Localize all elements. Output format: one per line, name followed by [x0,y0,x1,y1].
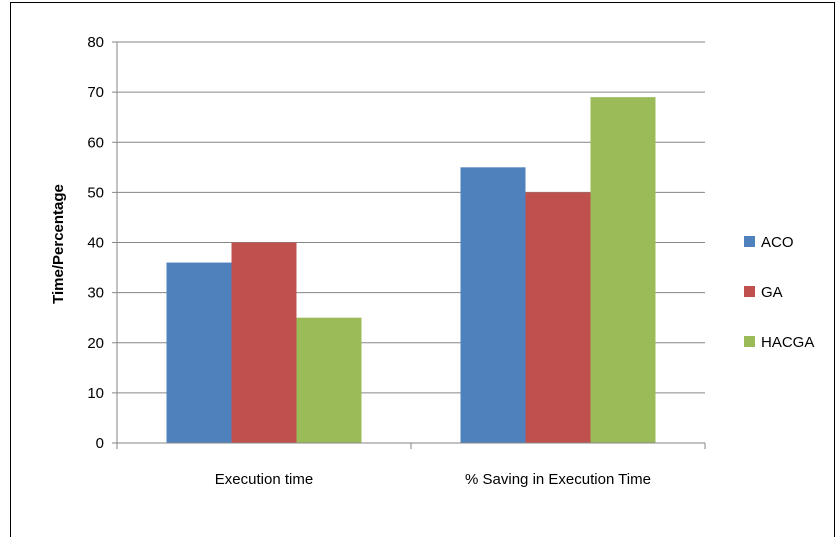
y-tick-label: 10 [87,385,104,402]
y-tick-label: 50 [87,184,104,201]
bar-ga-2 [525,192,591,443]
y-tick-labels: 0 10 20 30 40 50 60 70 80 [87,34,104,452]
x-category-label: Execution time [215,471,313,488]
legend: ACO GA HACGA [744,234,814,351]
bar-ga-1 [231,242,297,443]
bar-hacga-2 [590,97,656,443]
legend-swatch-ga [744,286,755,297]
bar-aco-2 [460,167,526,443]
y-tick-label: 60 [87,134,104,151]
legend-label-ga: GA [761,284,783,301]
y-tick-label: 40 [87,235,104,252]
legend-label-aco: ACO [761,234,794,251]
legend-label-hacga: HACGA [761,334,814,351]
chart-frame [10,2,835,537]
bar-hacga-1 [296,317,362,443]
axes [112,41,706,449]
category-labels: Execution time % Saving in Execution Time [215,471,651,488]
bar-aco-1 [166,262,232,443]
y-tick-label: 70 [87,84,104,101]
y-tick-label: 30 [87,285,104,302]
y-axis-title: Time/Percentage [50,184,67,304]
y-tick-label: 0 [96,435,104,452]
x-category-label: % Saving in Execution Time [465,471,651,488]
legend-swatch-aco [744,236,755,247]
y-tick-label: 20 [87,335,104,352]
bars [166,97,656,443]
legend-swatch-hacga [744,336,755,347]
y-tick-label: 80 [87,34,104,51]
